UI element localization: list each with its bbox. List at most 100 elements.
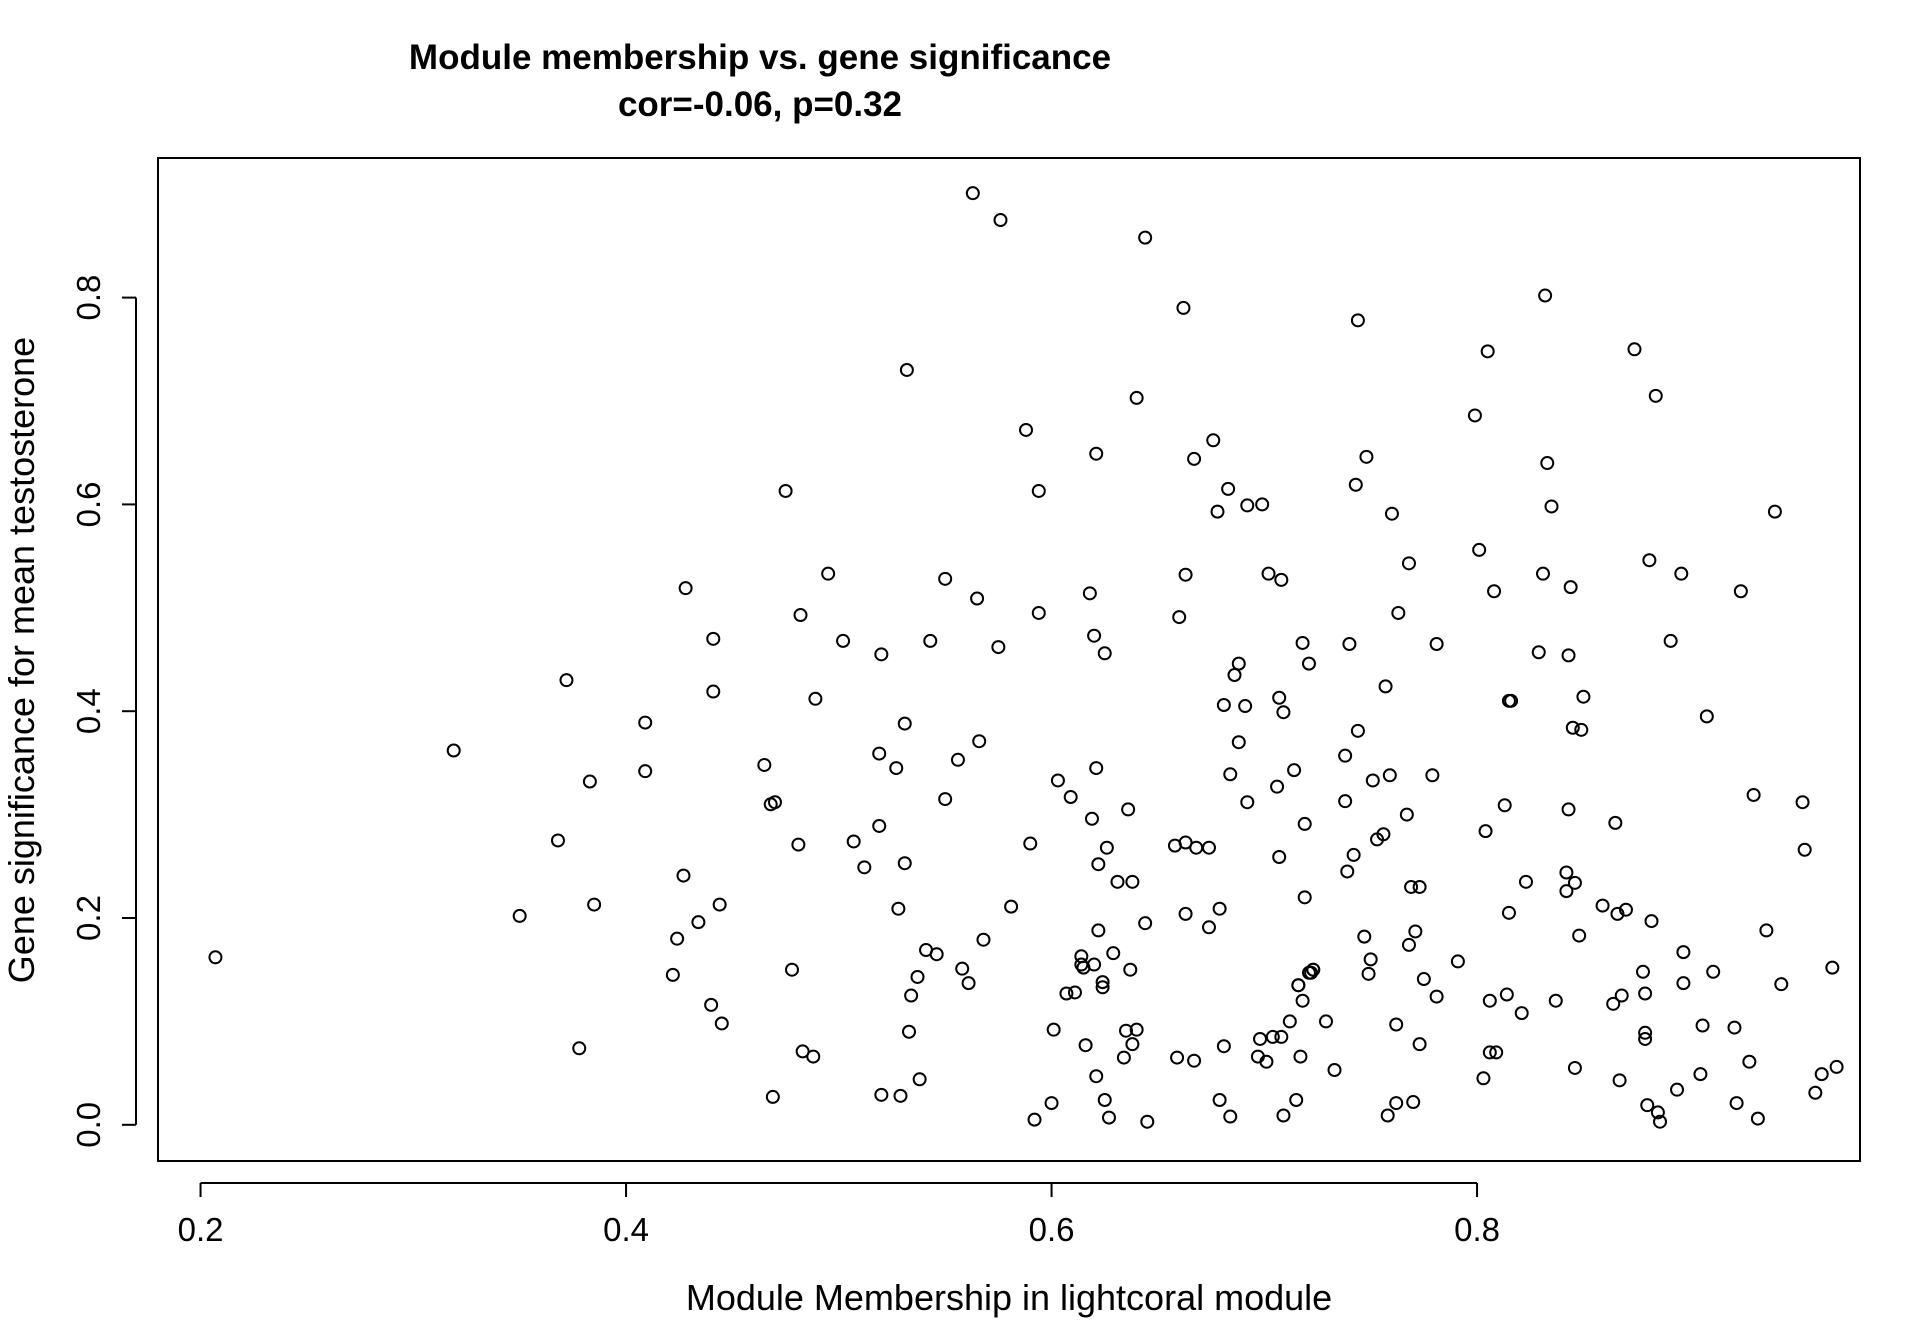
data-point [1106,946,1121,961]
data-point [1301,656,1316,671]
data-point [1538,288,1553,303]
data-point [1210,504,1225,519]
data-point [1338,748,1353,763]
data-point [1642,553,1657,568]
data-point [1729,1096,1744,1111]
data-point [1429,989,1444,1004]
data-point [1212,901,1227,916]
data-point [712,897,727,912]
data-point [1650,1105,1665,1120]
y-tick-label: 0.4 [70,688,107,734]
data-point [1482,993,1497,1008]
data-point [1178,906,1193,921]
data-point [1559,884,1574,899]
data-point [1304,965,1319,980]
data-point [1297,890,1312,905]
data-point [1706,964,1721,979]
data-point [1674,566,1689,581]
data-point [1240,795,1255,810]
data-point [1404,879,1419,894]
data-point [1231,735,1246,750]
data-point [1187,451,1202,466]
data-point [893,1088,908,1103]
data-point [1082,586,1097,601]
data-point [1695,1018,1710,1033]
data-point [1653,1114,1668,1129]
data-point [1287,763,1302,778]
data-point [757,757,772,772]
data-point [1795,795,1810,810]
data-point [1363,952,1378,967]
data-point [808,691,823,706]
data-point [778,483,793,498]
data-points [208,186,1844,1129]
data-point [1361,966,1376,981]
data-point [902,1024,917,1039]
data-point [872,746,887,761]
data-point [587,897,602,912]
data-point [1497,798,1512,813]
data-point [1059,986,1074,1001]
data-point [1472,542,1487,557]
data-point [872,818,887,833]
data-point [1482,1045,1497,1060]
data-point [784,962,799,977]
data-point [1425,768,1440,783]
data-point [1087,957,1102,972]
data-point [512,908,527,923]
data-point [970,591,985,606]
y-tick-label: 0.8 [70,275,107,321]
data-point [910,969,925,984]
data-point [897,856,912,871]
data-point [1189,840,1204,855]
data-point [938,571,953,586]
data-point [1176,300,1191,315]
data-point [793,608,808,623]
data-point [1365,773,1380,788]
data-point [1567,875,1582,890]
data-point [1676,945,1691,960]
data-point [1614,988,1629,1003]
data-point [1359,449,1374,464]
data-point [1091,857,1106,872]
data-point [899,362,914,377]
data-point [1289,1092,1304,1107]
data-point [1797,842,1812,857]
data-point [1178,567,1193,582]
data-point [1170,1050,1185,1065]
data-point [1044,1096,1059,1111]
data-point [1140,1114,1155,1129]
data-point [1467,408,1482,423]
data-point [1031,605,1046,620]
chart-subtitle: cor=-0.06, p=0.32 [618,85,902,124]
data-point [1382,768,1397,783]
data-point [846,834,861,849]
data-point [991,640,1006,655]
data-point [1050,773,1065,788]
x-tick-label: 0.6 [1029,1211,1075,1248]
x-tick-label: 0.8 [1454,1211,1500,1248]
data-point [1272,690,1287,705]
data-point [938,792,953,807]
data-point [1767,504,1782,519]
data-point [1376,827,1391,842]
data-point [874,647,889,662]
data-point [559,673,574,688]
y-axis: 0.0 0.2 0.4 0.6 0.8 [70,275,137,1148]
data-point [1187,1053,1202,1068]
data-point [1750,1111,1765,1126]
data-point [1350,313,1365,328]
data-point [1297,816,1312,831]
data-point [1416,972,1431,987]
data-point [1138,230,1153,245]
data-point [1574,722,1589,737]
data-point [1357,929,1372,944]
data-point [1293,1049,1308,1064]
data-point [582,774,597,789]
data-point [208,950,223,965]
data-point [1201,920,1216,935]
data-point [1129,1022,1144,1037]
data-point [1825,960,1840,975]
data-point [1223,767,1238,782]
data-point [1412,1037,1427,1052]
